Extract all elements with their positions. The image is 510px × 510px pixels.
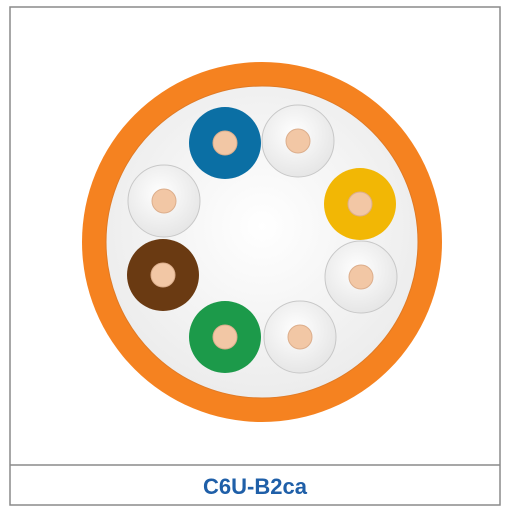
core xyxy=(285,128,311,154)
inner-space xyxy=(105,85,419,399)
core xyxy=(150,262,176,288)
core xyxy=(212,130,238,156)
core xyxy=(287,324,313,350)
core xyxy=(151,188,177,214)
cores xyxy=(150,128,374,350)
core xyxy=(348,264,374,290)
core xyxy=(347,191,373,217)
core xyxy=(212,324,238,350)
caption: C6U-B2ca xyxy=(203,474,308,499)
